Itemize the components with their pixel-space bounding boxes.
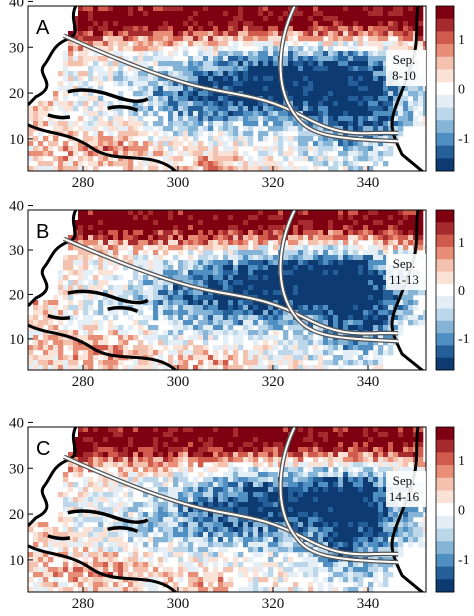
x-tick-label: 340 [357, 374, 380, 390]
colorbar-tick-label: 1 [458, 454, 465, 469]
date-label-line2: 8-10 [392, 68, 416, 83]
x-tick-label: 340 [357, 596, 380, 612]
y-tick-label: 40 [9, 415, 24, 431]
x-tick-label: 300 [167, 596, 190, 612]
y-tick-label: 30 [9, 461, 24, 477]
x-tick-label: 320 [262, 374, 285, 390]
colorbar-tick-label: 0 [458, 83, 465, 98]
coastline-south-america [28, 323, 178, 370]
map-frame [27, 5, 427, 172]
x-tick-label: 340 [357, 175, 380, 191]
caribbean-islands [47, 88, 149, 120]
x-tick-label: 280 [72, 596, 95, 612]
x-tick-label: 320 [262, 175, 285, 191]
caribbean-islands [47, 289, 149, 321]
colorbar-tick-label: -1 [458, 332, 470, 347]
y-tick-label: 10 [9, 553, 24, 569]
panel-label: C [36, 438, 50, 460]
y-tick-label: 20 [9, 86, 24, 102]
colorbar-tick-label: -1 [458, 553, 470, 568]
colorbar-tick-label: 0 [458, 284, 465, 299]
colorbar: 1 0 -1 [435, 426, 470, 593]
y-tick-label: 30 [9, 243, 24, 259]
date-label-line2: 11-13 [389, 272, 419, 287]
y-tick-label: 40 [9, 0, 24, 10]
coastline-south-america [28, 123, 178, 171]
date-label-line2: 14-16 [389, 489, 420, 504]
y-tick-label: 10 [9, 132, 24, 148]
panel-label: B [36, 221, 49, 243]
date-label-line1: Sep. [393, 473, 416, 488]
coastline-north-america [28, 210, 78, 308]
y-tick-label: 20 [9, 287, 24, 303]
caribbean-islands [47, 509, 149, 541]
y-tick-label: 20 [9, 507, 24, 523]
anomaly-field [28, 210, 426, 370]
colorbar-tick-label: 1 [458, 236, 465, 251]
x-tick-label: 280 [72, 374, 95, 390]
map-frame [27, 426, 427, 593]
colorbar-tick-label: 1 [458, 33, 465, 48]
coastline-north-america [28, 427, 78, 528]
date-label-line1: Sep. [393, 52, 416, 67]
colorbar-tick-label: 0 [458, 504, 465, 519]
x-tick-label: 300 [167, 374, 190, 390]
x-tick-label: 320 [262, 596, 285, 612]
colorbar: 1 0 -1 [435, 209, 470, 371]
panel-label: A [36, 17, 50, 39]
colorbar-tick-label: -1 [458, 132, 470, 147]
coastline-north-america [28, 6, 78, 107]
anomaly-field [28, 6, 426, 171]
x-tick-label: 280 [72, 175, 95, 191]
colorbar: 1 0 -1 [435, 5, 470, 172]
date-label-line1: Sep. [393, 256, 416, 271]
anomaly-field [28, 427, 426, 592]
coastline-south-america [28, 544, 178, 592]
x-tick-label: 300 [167, 175, 190, 191]
y-tick-label: 30 [9, 40, 24, 56]
y-tick-label: 40 [9, 199, 24, 215]
y-tick-label: 10 [9, 332, 24, 348]
